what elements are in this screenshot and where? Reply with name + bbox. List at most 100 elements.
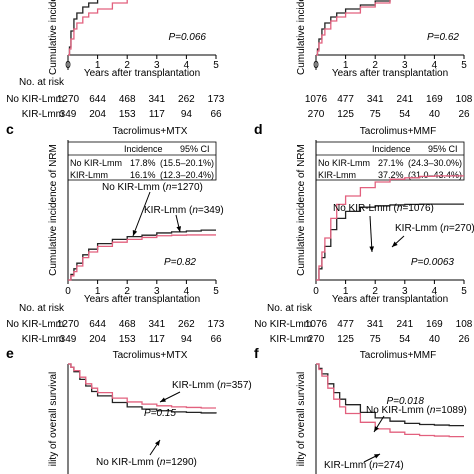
series-annotation: No KIR-Lmm (n=1089): [366, 405, 467, 416]
p-value: P=0.018: [386, 396, 424, 407]
annotation-n-value: =274): [378, 460, 404, 471]
risk-row-name: No KIR-Lmm: [6, 319, 64, 330]
series-line-no-kir-lmm: [68, 363, 217, 414]
series-annotation: KIR-Lmm (n=274): [324, 460, 404, 471]
panel-e: ility of overall survival e Tacrolimus+MTX…: [6, 345, 252, 474]
risk-value: 241: [396, 319, 413, 330]
risk-value: 26: [458, 334, 470, 345]
x-tick-label: 2: [124, 286, 130, 297]
panel-title: Tacrolimus+MMF: [360, 350, 436, 361]
risk-value: 270: [308, 109, 325, 120]
annotation-n-value: =1270): [171, 182, 202, 193]
risk-value: 94: [181, 334, 193, 345]
y-axis-label: Cumulative incidence: [296, 0, 307, 75]
annotation-arrow: [132, 191, 151, 237]
x-axis-label: Years after transplantation: [84, 68, 200, 79]
arrow-head: [154, 440, 160, 446]
annotation-n-label: n: [166, 182, 172, 193]
x-tick-label: 1: [95, 286, 101, 297]
annotation-n-value: =357): [226, 380, 252, 391]
series-annotation: KIR-Lmm (n=349): [144, 205, 224, 216]
panel-label: e: [6, 345, 14, 361]
risk-value: 1076: [305, 319, 328, 330]
risk-value: 477: [337, 94, 354, 105]
risk-value: 262: [178, 94, 195, 105]
series-line-kir-lmm: [68, 234, 216, 281]
risk-value: 241: [396, 94, 413, 105]
table-header: Incidence: [124, 144, 163, 154]
risk-value: 54: [399, 334, 411, 345]
series-annotation: No KIR-Lmm (n=1076): [333, 203, 434, 214]
table-cell: No KIR-Lmm: [318, 158, 370, 168]
x-tick-label: 4: [432, 286, 438, 297]
risk-value: 54: [399, 109, 411, 120]
annotation-name: KIR-Lmm (: [324, 460, 373, 471]
risk-value: 1076: [305, 94, 328, 105]
panel-title: Tacrolimus+MMF: [360, 126, 436, 137]
annotation-name: KIR-Lmm (: [172, 380, 221, 391]
risk-value: 153: [119, 109, 136, 120]
table-cell: (31.0–43.4%): [408, 170, 462, 180]
risk-value: 94: [181, 109, 193, 120]
risk-row-name: No KIR-Lmm: [6, 94, 64, 105]
risk-value: 341: [148, 94, 165, 105]
x-tick-label: 5: [213, 60, 219, 71]
series-annotation: No KIR-Lmm (n=1270): [102, 182, 203, 193]
risk-row-name: No KIR-Lmm: [254, 319, 312, 330]
x-tick-label: 2: [124, 60, 130, 71]
annotation-n-label: n: [397, 203, 403, 214]
panel-title: Tacrolimus+MTX: [113, 126, 188, 137]
series-line-no-kir-lmm: [316, 203, 464, 281]
annotation-n-label: n: [160, 457, 166, 468]
series-line-kir-lmm: [316, 175, 464, 281]
risk-value: 204: [89, 109, 106, 120]
x-tick-label: 4: [184, 286, 190, 297]
table-cell: (24.3–30.0%): [408, 158, 462, 168]
x-tick-label: 2: [372, 60, 378, 71]
risk-value: 117: [149, 334, 165, 345]
risk-row-name: KIR-Lmm: [22, 109, 64, 120]
panel-label: f: [254, 345, 259, 361]
x-tick-label: 1: [343, 60, 349, 71]
risk-value: 349: [60, 334, 77, 345]
p-value: P=0.066: [168, 32, 206, 43]
p-value: P=0.62: [427, 32, 459, 43]
table-header: 95% CI: [428, 144, 458, 154]
risk-value: 66: [210, 109, 222, 120]
x-tick-label: 4: [184, 60, 190, 71]
p-value: P=0.15: [144, 408, 176, 419]
series-annotation: KIR-Lmm (n=357): [172, 380, 252, 391]
x-tick-label: 0: [65, 286, 71, 297]
series-line-no-kir-lmm: [316, 363, 464, 427]
annotation-name: No KIR-Lmm (: [102, 182, 167, 193]
arrow-head: [369, 246, 375, 252]
x-tick-label: 5: [213, 286, 219, 297]
arrow-head: [160, 397, 166, 402]
series-line-no-kir-lmm: [68, 229, 216, 281]
risk-value: 1270: [57, 319, 80, 330]
risk-value: 341: [367, 94, 384, 105]
panel-b: 0 1 2 3 4 5 Years after transplantation Cumulat…: [296, 0, 473, 120]
arrow-head: [132, 230, 138, 236]
panel-a: 0 1 2 3 4 5 Years after transplantation Cumulat…: [6, 0, 225, 120]
incidence-table-frame: [67, 141, 217, 181]
risk-value: 40: [429, 109, 441, 120]
y-axis-label: ility of overall survival: [296, 372, 307, 466]
table-cell: No KIR-Lmm: [70, 158, 122, 168]
series-line-kir-lmm: [316, 0, 391, 56]
annotation-n-value: =349): [198, 205, 224, 216]
risk-value: 173: [208, 319, 225, 330]
x-tick-label: 3: [402, 60, 408, 71]
x-tick-label: 2: [372, 286, 378, 297]
annotation-n-label: n: [220, 380, 226, 391]
risk-value: 468: [119, 94, 136, 105]
risk-value: 75: [370, 109, 382, 120]
x-tick-label: 3: [154, 286, 160, 297]
risk-value: 108: [456, 94, 473, 105]
risk-header: No. at risk: [19, 77, 65, 88]
table-cell: KIR-Lmm: [318, 170, 356, 180]
annotation-n-label: n: [192, 205, 198, 216]
risk-value: 108: [456, 319, 473, 330]
risk-value: 75: [370, 334, 382, 345]
